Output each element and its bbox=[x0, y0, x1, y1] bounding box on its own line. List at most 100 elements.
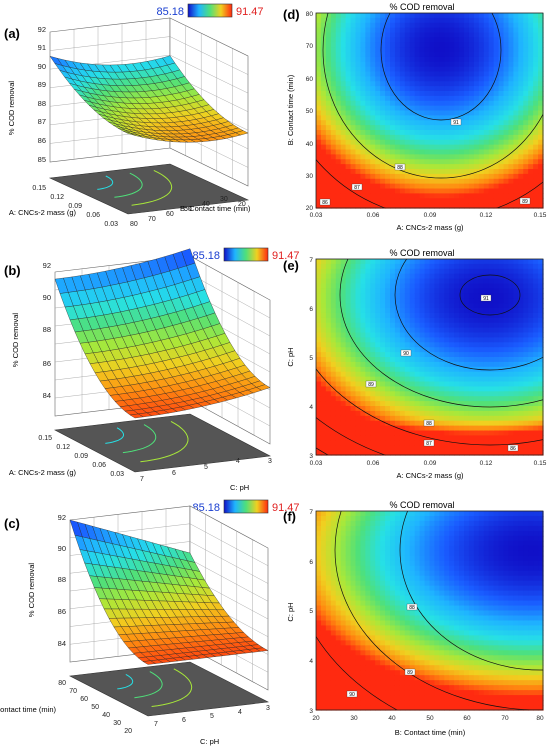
heat-cell bbox=[375, 298, 381, 304]
heat-cell bbox=[390, 410, 396, 417]
heat-cell bbox=[518, 445, 524, 451]
heat-cell bbox=[424, 278, 431, 285]
heat-cell bbox=[454, 183, 460, 190]
heat-cell bbox=[444, 22, 450, 29]
heat-cell bbox=[414, 71, 421, 77]
heat-cell bbox=[380, 391, 386, 397]
heat-cell bbox=[409, 283, 416, 289]
heat-cell bbox=[350, 149, 357, 155]
y-tick: 4 bbox=[309, 404, 313, 411]
heat-cell bbox=[488, 188, 495, 194]
heat-cell bbox=[449, 56, 455, 63]
heat-cell bbox=[414, 415, 421, 422]
heat-cell bbox=[464, 371, 470, 378]
heat-cell bbox=[503, 32, 510, 38]
heat-cell bbox=[404, 259, 411, 265]
heat-cell bbox=[444, 298, 450, 304]
heat-cell bbox=[345, 42, 352, 48]
heat-cell bbox=[320, 560, 327, 567]
heat-cell bbox=[518, 396, 524, 402]
heat-cell bbox=[434, 268, 440, 275]
heat-cell bbox=[473, 193, 480, 199]
heat-cell bbox=[498, 22, 505, 29]
heat-cell bbox=[316, 22, 322, 29]
heat-cell bbox=[518, 410, 524, 417]
heat-cell bbox=[449, 435, 455, 441]
heat-cell bbox=[355, 37, 362, 43]
heat-cell bbox=[454, 303, 460, 309]
heat-cell bbox=[385, 273, 391, 280]
heat-cell bbox=[316, 47, 322, 53]
heat-cell bbox=[429, 401, 436, 407]
heat-cell bbox=[399, 81, 406, 87]
heat-cell bbox=[404, 139, 411, 146]
heat-cell bbox=[390, 332, 396, 338]
heat-cell bbox=[518, 154, 524, 160]
heat-cell bbox=[439, 32, 445, 38]
heat-cell bbox=[345, 575, 352, 582]
heat-cell bbox=[380, 308, 386, 314]
heat-cell bbox=[424, 376, 431, 383]
heat-cell bbox=[335, 81, 342, 87]
x-tick: 70 bbox=[69, 688, 77, 695]
heat-cell bbox=[473, 17, 480, 24]
heat-cell bbox=[503, 327, 510, 334]
heat-cell bbox=[478, 154, 485, 160]
heat-cell bbox=[345, 525, 352, 532]
heat-cell bbox=[380, 327, 386, 334]
heat-cell bbox=[320, 115, 327, 121]
heat-cell bbox=[325, 337, 332, 343]
heat-cell bbox=[459, 154, 465, 160]
heat-cell bbox=[330, 273, 337, 280]
heat-cell bbox=[390, 357, 396, 363]
heat-cell bbox=[330, 575, 337, 582]
heat-cell bbox=[375, 198, 381, 204]
heat-cell bbox=[424, 410, 431, 417]
heat-cell bbox=[459, 134, 465, 141]
heat-cell bbox=[503, 401, 510, 407]
heat-cell bbox=[330, 115, 337, 121]
heat-cell bbox=[439, 52, 445, 58]
heat-cell bbox=[434, 406, 440, 412]
heat-cell bbox=[380, 440, 386, 446]
heat-cell bbox=[370, 401, 376, 407]
heat-cell bbox=[444, 173, 450, 180]
heat-cell bbox=[385, 322, 391, 329]
heat-cell bbox=[424, 22, 431, 29]
heat-cell bbox=[419, 288, 426, 294]
heat-cell bbox=[365, 283, 371, 289]
heat-cell bbox=[473, 32, 480, 38]
heat-cell bbox=[468, 376, 475, 383]
heat-cell bbox=[365, 396, 371, 402]
heat-cell bbox=[503, 110, 510, 116]
heat-cell bbox=[449, 283, 455, 289]
heat-cell bbox=[316, 139, 322, 146]
heat-cell bbox=[468, 164, 475, 170]
heat-cell bbox=[449, 317, 455, 324]
heat-cell bbox=[394, 173, 401, 180]
heat-cell bbox=[380, 17, 386, 24]
panel-a-z-label: % COD removal bbox=[7, 81, 16, 136]
heat-cell bbox=[394, 76, 401, 82]
heat-cell bbox=[385, 183, 391, 190]
heat-cell bbox=[513, 312, 519, 319]
heat-cell bbox=[444, 332, 450, 338]
heat-cell bbox=[370, 337, 376, 343]
heat-cell bbox=[429, 42, 436, 48]
heat-cell bbox=[414, 317, 421, 324]
heat-cell bbox=[360, 308, 366, 314]
heat-cell bbox=[434, 352, 440, 358]
heat-cell bbox=[345, 47, 352, 53]
heat-cell bbox=[316, 615, 322, 622]
heat-cell bbox=[385, 410, 391, 417]
heat-cell bbox=[345, 410, 352, 417]
heat-cell bbox=[473, 159, 480, 165]
heat-cell bbox=[439, 288, 445, 294]
heat-cell bbox=[508, 435, 514, 441]
heat-cell bbox=[350, 298, 357, 304]
heat-cell bbox=[390, 381, 396, 387]
heat-cell bbox=[320, 550, 327, 557]
heat-cell bbox=[528, 95, 534, 102]
heat-cell bbox=[330, 386, 337, 392]
heat-cell bbox=[325, 327, 332, 334]
